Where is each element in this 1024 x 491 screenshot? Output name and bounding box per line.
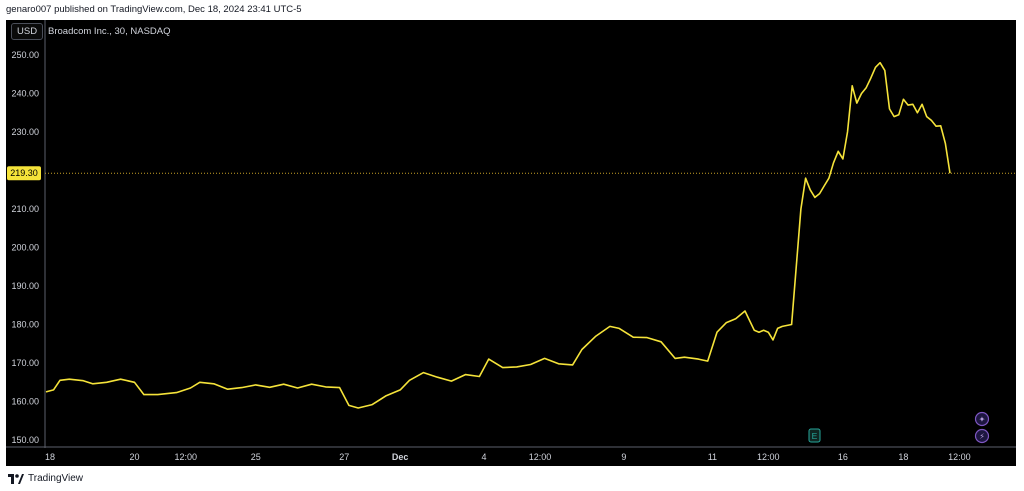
y-tick-label: 190.00 (11, 281, 39, 291)
svg-text:⚡: ⚡ (979, 432, 985, 441)
x-tick-label: 12:00 (175, 452, 198, 462)
currency-button[interactable]: USD (11, 23, 44, 40)
y-tick-label: 180.00 (11, 320, 39, 330)
x-tick-label: Dec (392, 452, 409, 462)
x-tick-label: 12:00 (757, 452, 780, 462)
symbol-label: Broadcom Inc., 30, NASDAQ (48, 26, 171, 37)
y-tick-label: 230.00 (11, 127, 39, 137)
earnings-icon[interactable]: E (808, 428, 821, 443)
y-tick-label: 210.00 (11, 204, 39, 214)
x-tick-label: 11 (708, 452, 717, 462)
x-tick-label: 16 (838, 452, 848, 462)
svg-text:E: E (812, 431, 818, 441)
y-tick-label: 170.00 (11, 358, 39, 368)
x-tick-label: 27 (339, 452, 349, 462)
x-tick-label: 18 (898, 452, 908, 462)
y-tick-label: 150.00 (11, 435, 39, 445)
x-tick-label: 12:00 (948, 452, 971, 462)
tradingview-logo-icon (8, 473, 24, 484)
y-tick-label: 160.00 (11, 397, 39, 407)
last-price-badge-bg (7, 166, 41, 181)
last-price-value: 219.30 (10, 168, 38, 178)
x-tick-label: 4 (482, 452, 487, 462)
svg-text:✦: ✦ (979, 415, 986, 424)
split-icon[interactable]: ✦ (974, 411, 990, 427)
x-tick-label: 12:00 (529, 452, 552, 462)
tradingview-footer[interactable]: TradingView (8, 473, 83, 484)
x-tick-label: 18 (45, 452, 55, 462)
y-tick-label: 240.00 (11, 89, 39, 99)
price-chart[interactable]: 150.00 160.00 170.00 180.00 190.00 200.00 210.… (6, 20, 1016, 466)
last-price-badge: 219.30 (7, 166, 41, 181)
x-tick-label: 9 (621, 452, 626, 462)
dividend-icon[interactable]: ⚡ (974, 428, 990, 444)
tradingview-brand: TradingView (28, 473, 84, 484)
y-tick-label: 250.00 (11, 50, 39, 60)
chart-svg: 150.00 160.00 170.00 180.00 190.00 200.00 210.… (6, 20, 1016, 462)
y-axis: 150.00 160.00 170.00 180.00 190.00 200.00 210.… (11, 20, 46, 448)
x-axis: 18 20 12:00 25 27 Dec 4 12:00 9 11 12:00 16 18 12:00 (6, 446, 1016, 462)
price-line (45, 61, 951, 409)
y-tick-label: 200.00 (11, 243, 39, 253)
publisher-attribution: genaro007 published on TradingView.com, … (6, 4, 302, 15)
x-tick-label: 25 (251, 452, 261, 462)
x-tick-label: 20 (130, 452, 140, 462)
